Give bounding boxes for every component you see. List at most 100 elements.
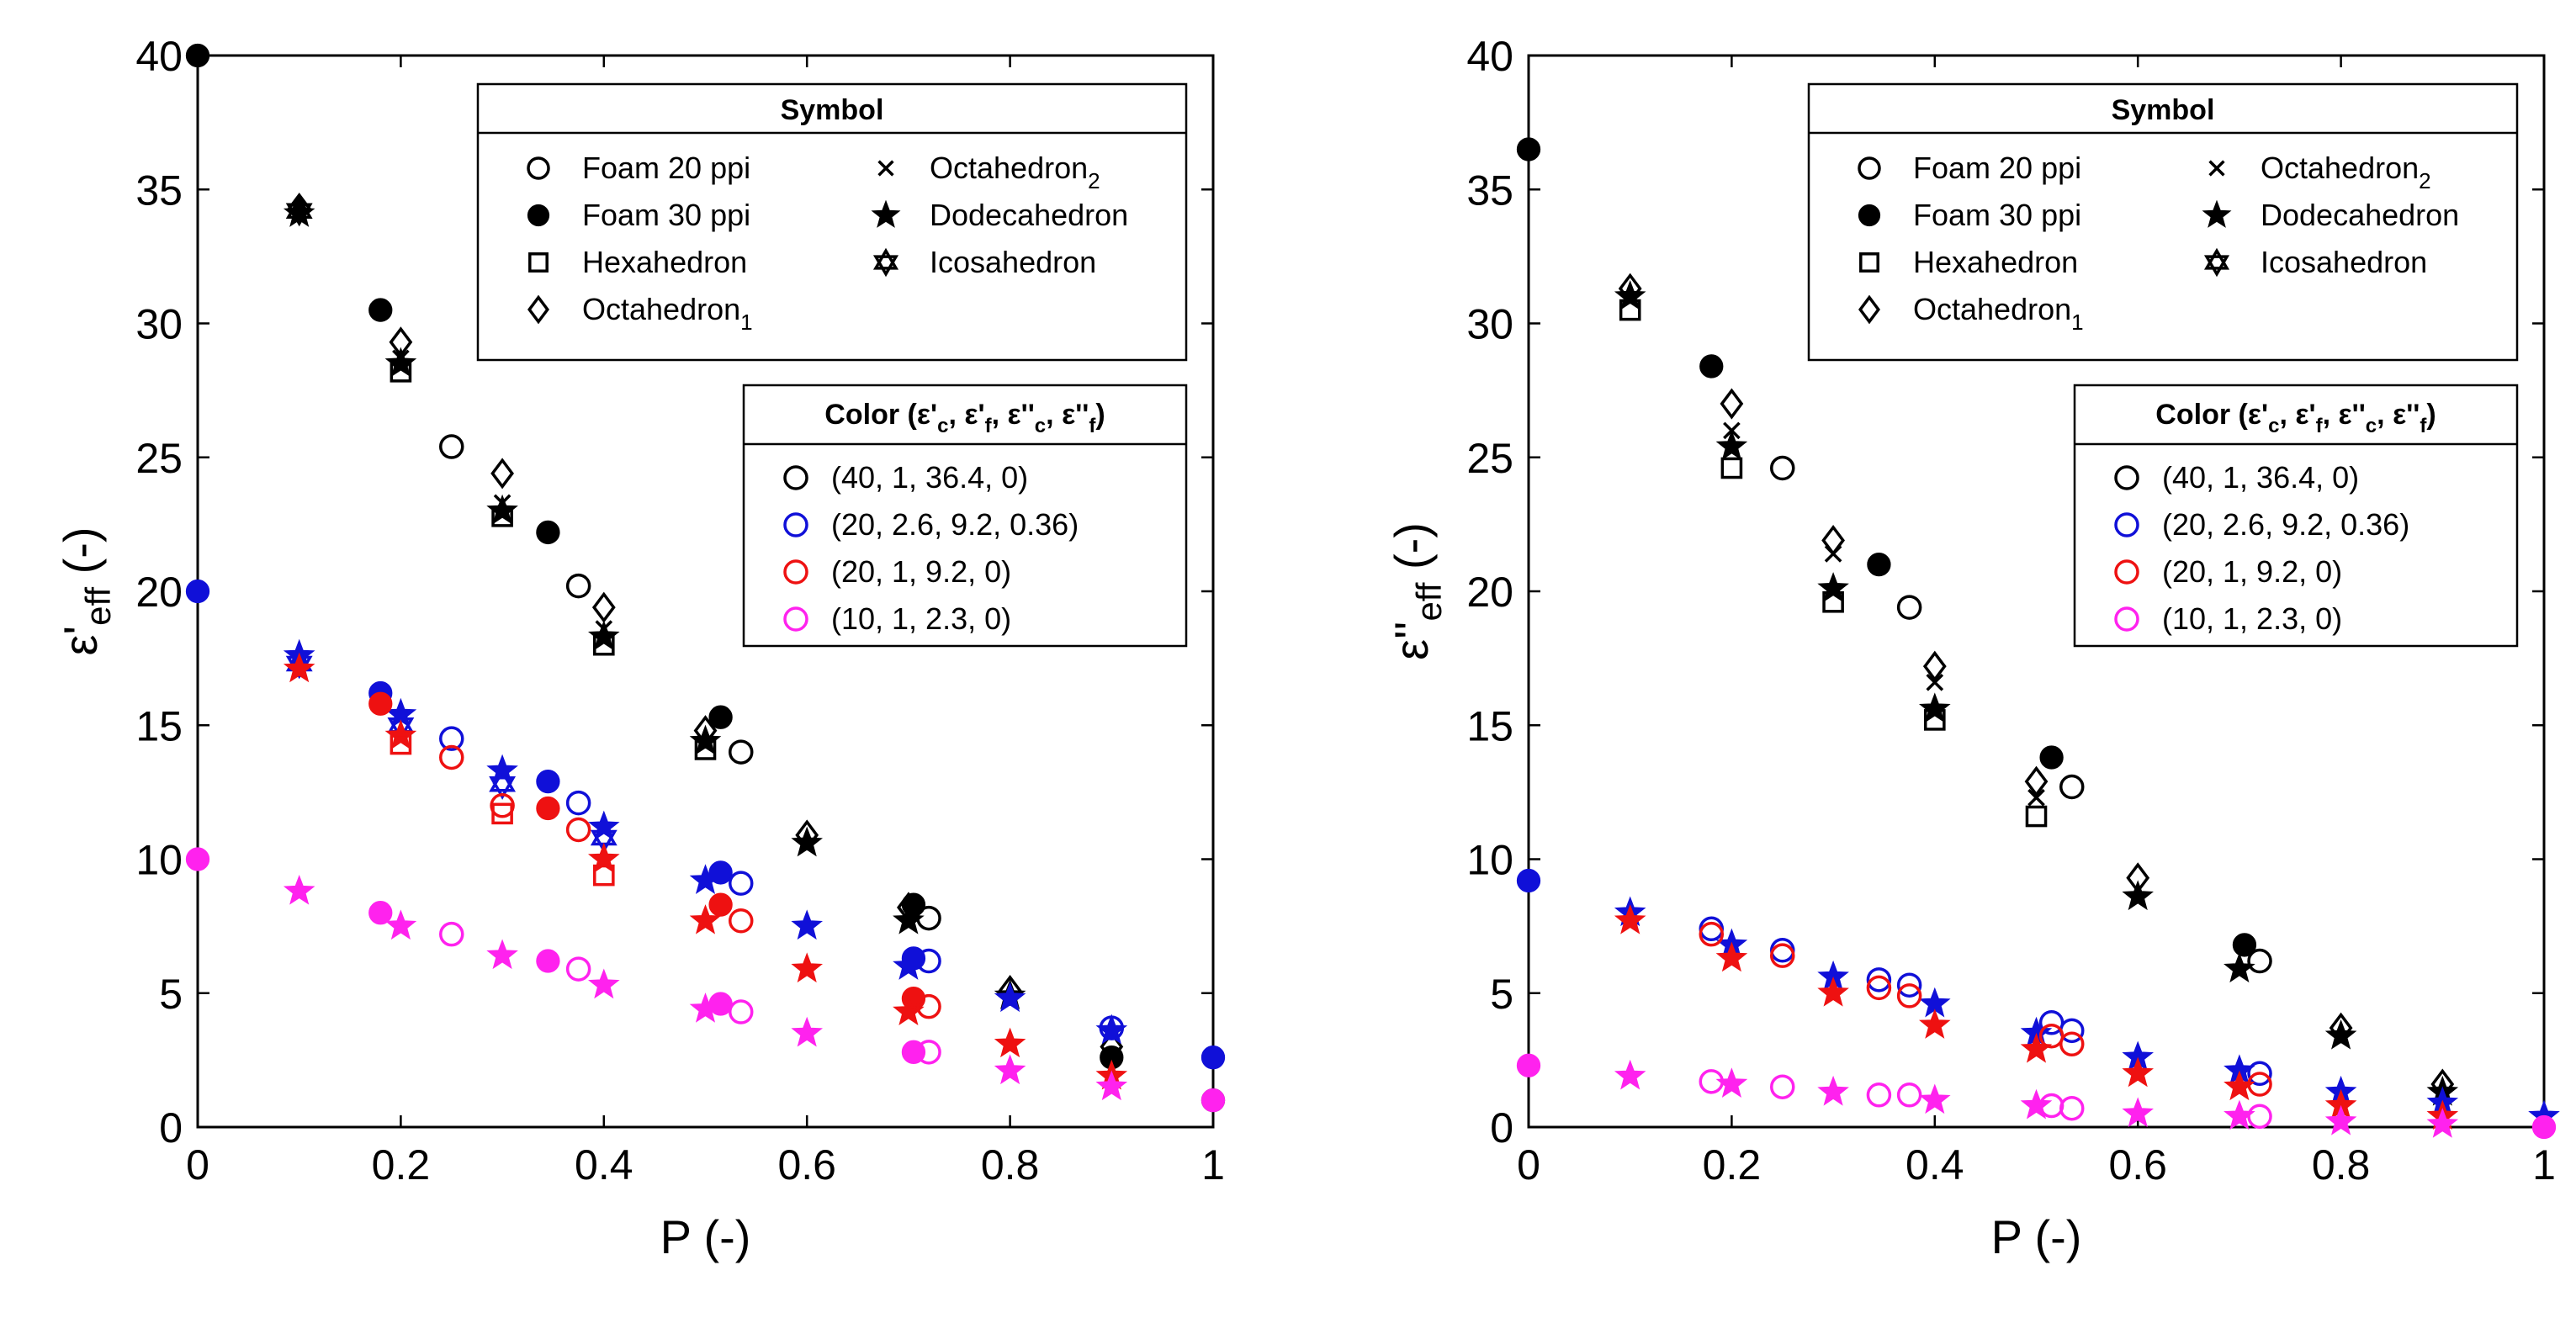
y-tick-label: 30	[1466, 301, 1513, 348]
data-point-foam20	[728, 999, 754, 1024]
series-1	[185, 579, 1226, 1070]
series-3	[185, 847, 1226, 1113]
data-point-foam30	[901, 892, 926, 917]
legend-color-label: (40, 1, 36.4, 0)	[2162, 460, 2359, 495]
legend-marker-foam30	[1858, 204, 1881, 227]
color-legend-title: Color (ε'c, ε'f, ε''c, ε''f)	[2155, 399, 2436, 437]
data-point-foam30	[1201, 1045, 1226, 1070]
legend-marker-octahedron2	[877, 160, 894, 177]
data-point-dodecahedron	[486, 939, 518, 970]
symbol-legend-title: Symbol	[781, 94, 884, 126]
legend-marker-foam20	[527, 156, 550, 180]
legend-color-swatch	[783, 512, 808, 537]
x-axis-title: P (-)	[660, 1210, 751, 1263]
y-tick-label: 30	[135, 301, 183, 348]
data-point-dodecahedron	[2122, 880, 2154, 911]
data-point-dodecahedron	[1918, 692, 1951, 723]
data-point-foam30	[708, 860, 733, 885]
legend-label-dodecahedron: Dodecahedron	[2261, 198, 2459, 232]
data-point-foam20	[2247, 1072, 2272, 1097]
data-point-foam20	[1896, 972, 1922, 998]
legend-label-foam20: Foam 20 ppi	[1913, 151, 2081, 185]
x-tick-label: 0.8	[2312, 1141, 2371, 1188]
y-tick-label: 0	[1490, 1104, 1513, 1151]
color-legend-box	[742, 384, 1188, 648]
data-point-hexahedron	[1822, 590, 1844, 613]
data-point-dodecahedron	[384, 909, 417, 940]
legend-marker-hexahedron	[1859, 252, 1879, 273]
data-point-foam30	[536, 769, 560, 794]
y-tick-label: 5	[159, 971, 183, 1018]
data-point-foam20	[2059, 1031, 2085, 1057]
data-point-dodecahedron	[791, 952, 823, 983]
symbol-legend-box	[476, 82, 1188, 362]
legend-label-icosahedron: Icosahedron	[2261, 245, 2427, 279]
legend-label-hexahedron: Hexahedron	[1913, 245, 2078, 279]
data-point-dodecahedron	[994, 1054, 1026, 1085]
data-point-foam20	[2247, 1104, 2272, 1130]
data-point-hexahedron	[1924, 709, 1946, 731]
data-point-dodecahedron	[1919, 1008, 1951, 1039]
data-point-foam30	[1516, 868, 1541, 893]
legend-color-swatch	[783, 606, 808, 632]
legend-color-swatch	[2114, 559, 2139, 585]
legend-label-foam30: Foam 30 ppi	[1913, 198, 2081, 232]
legend-color-label: (20, 1, 9.2, 0)	[2162, 554, 2342, 589]
x-tick-label: 0.6	[777, 1141, 836, 1188]
data-point-dodecahedron	[994, 982, 1026, 1013]
legend-marker-foam20	[1858, 156, 1881, 180]
data-point-foam30	[1516, 1053, 1541, 1077]
data-point-foam20	[728, 908, 754, 934]
data-point-foam30	[185, 847, 210, 871]
x-tick-label: 0	[186, 1141, 209, 1188]
data-point-dodecahedron	[1817, 572, 1849, 602]
y-axis-title: ε'eff (-)	[54, 527, 118, 655]
data-point-hexahedron	[1619, 299, 1641, 321]
data-point-foam30	[536, 520, 560, 545]
data-point-dodecahedron	[283, 874, 315, 905]
data-point-foam30	[536, 796, 560, 821]
legend-label-foam30: Foam 30 ppi	[582, 198, 750, 232]
symbol-legend-box	[1807, 82, 2519, 362]
data-point-dodecahedron	[1715, 1067, 1748, 1098]
data-point-foam20	[1866, 967, 1892, 993]
legend-marker-octahedron1	[1858, 294, 1880, 325]
data-point-hexahedron	[593, 633, 615, 656]
x-tick-label: 1	[1201, 1141, 1225, 1188]
color-legend: Color (ε'c, ε'f, ε''c, ε''f) (40, 1, 36.4…	[2073, 384, 2519, 648]
x-tick-label: 0	[1517, 1141, 1540, 1188]
legend-marker-hexahedron	[528, 252, 549, 273]
y-tick-label: 35	[1466, 167, 1513, 214]
data-point-foam20	[1896, 983, 1922, 1008]
data-point-dodecahedron	[1919, 1083, 1951, 1114]
data-point-foam20	[1866, 1083, 1892, 1108]
legend-color-label: (20, 2.6, 9.2, 0.36)	[2162, 507, 2409, 542]
legend-color-swatch	[783, 559, 808, 585]
data-point-hexahedron	[390, 361, 412, 383]
legend-color-swatch	[2114, 512, 2139, 537]
data-point-foam20	[1896, 1083, 1922, 1108]
data-point-foam30	[368, 901, 393, 925]
x-tick-label: 0.2	[1703, 1141, 1762, 1188]
legend-label-octahedron1: Octahedron1	[1913, 292, 2084, 335]
y-tick-label: 40	[135, 33, 183, 80]
legend-color-swatch	[2114, 606, 2139, 632]
legend-color-swatch	[783, 465, 808, 490]
data-point-foam20	[439, 744, 464, 770]
data-point-hexahedron	[390, 733, 412, 755]
data-point-foam20	[439, 921, 464, 947]
data-point-foam30	[185, 43, 210, 68]
data-point-foam30	[2531, 1114, 2557, 1140]
legend-marker-octahedron2	[2208, 160, 2225, 177]
data-point-foam20	[1770, 455, 1795, 481]
legend-marker-icosahedron	[2203, 247, 2230, 278]
legend-label-octahedron2: Octahedron2	[2261, 151, 2431, 193]
color-legend-box	[2073, 384, 2519, 648]
x-tick-label: 0.4	[1905, 1141, 1964, 1188]
data-point-dodecahedron	[1715, 941, 1748, 972]
data-point-dodecahedron	[791, 909, 823, 940]
data-point-foam30	[2232, 933, 2257, 957]
data-point-foam20	[2247, 948, 2272, 974]
